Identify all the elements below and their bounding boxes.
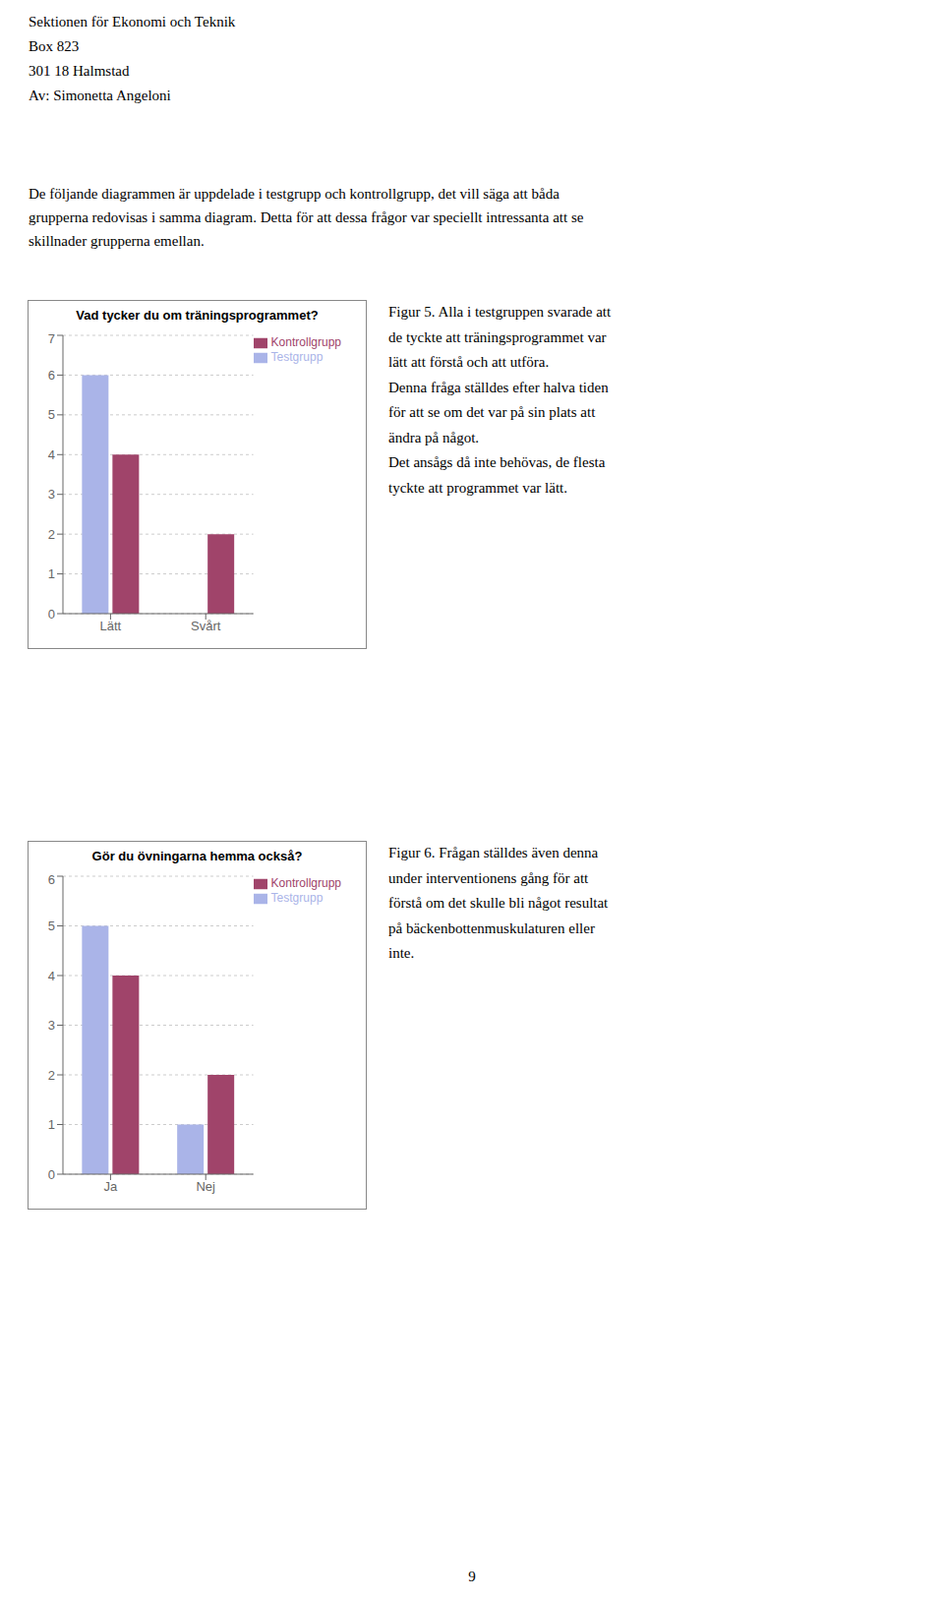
svg-text:Lätt: Lätt [100, 618, 122, 634]
html-text:Kontrollgrupp: Kontrollgrupp [271, 335, 342, 350]
svg-text:4: 4 [48, 968, 56, 984]
svg-text:Ja: Ja [104, 1179, 119, 1194]
svg-text:6: 6 [48, 872, 56, 887]
svg-text:1: 1 [48, 1117, 56, 1132]
svg-text:Nej: Nej [195, 1179, 216, 1194]
html-text:9: 9 [468, 1568, 476, 1585]
svg-text:5: 5 [48, 407, 56, 422]
html-text:Kontrollgrupp: Kontrollgrupp [271, 876, 342, 890]
html-text:Sektionen för Ekonomi och Tekn: Sektionen för Ekonomi och Teknik Box 823… [28, 13, 236, 104]
html-text:Gör du övningarna hemma också?: Gör du övningarna hemma också? [92, 848, 303, 864]
svg-text:2: 2 [48, 1067, 56, 1083]
svg-text:3: 3 [48, 1017, 56, 1033]
svg-text:6: 6 [48, 367, 56, 383]
svg-text:0: 0 [48, 1167, 56, 1182]
html-text:Vad tycker du om träningsprogr: Vad tycker du om träningsprogrammet? [76, 307, 319, 323]
svg-text:4: 4 [48, 447, 56, 463]
svg-text:5: 5 [48, 918, 56, 934]
svg-text:0: 0 [48, 606, 56, 622]
svg-text:3: 3 [48, 486, 56, 502]
html-text:Figur 5. Alla i testgruppen sv: Figur 5. Alla i testgruppen svarade att … [388, 303, 611, 496]
svg-text:2: 2 [48, 527, 56, 542]
html-text:Testgrupp: Testgrupp [271, 890, 323, 905]
html-text:Testgrupp: Testgrupp [271, 349, 323, 364]
svg-text:1: 1 [48, 566, 56, 582]
html-text:De följande diagrammen är uppd: De följande diagrammen är uppdelade i te… [28, 185, 584, 249]
svg-text:Svårt: Svårt [190, 618, 222, 634]
html-text:Figur 6. Frågan ställdes även: Figur 6. Frågan ställdes även denna unde… [388, 844, 608, 961]
svg-text:7: 7 [48, 331, 56, 347]
